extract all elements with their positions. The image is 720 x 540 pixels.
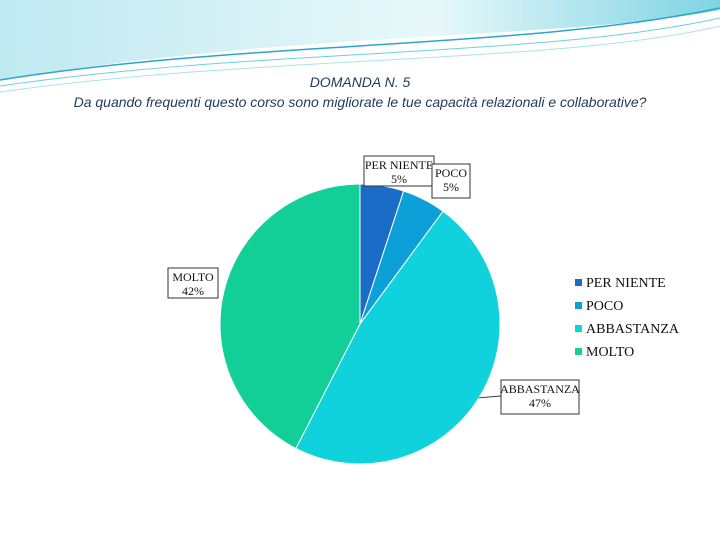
data-label-box-poco (431, 163, 471, 199)
data-label-box-molto (167, 267, 219, 299)
legend-label-per-niente: PER NIENTE (586, 276, 666, 291)
slide-title: DOMANDA N. 5 (309, 74, 411, 90)
slide-question: Da quando frequenti questo corso sono mi… (73, 94, 647, 110)
data-label-value-molto: 42% (182, 284, 204, 298)
legend-swatch-per-niente (575, 279, 582, 286)
pie-slice-abbastanza (295, 210, 501, 465)
legend-label-poco: POCO (586, 299, 623, 314)
data-label-box-abbastanza (500, 379, 580, 415)
data-label-name-abbastanza: ABBASTANZA (500, 382, 580, 396)
data-label-name-poco: POCO (435, 166, 467, 180)
data-label-value-abbastanza: 47% (529, 396, 551, 410)
legend-swatch-abbastanza (575, 325, 582, 332)
data-label-value-poco: 5% (443, 180, 459, 194)
leader-line-abbastanza (478, 395, 502, 399)
data-label-value-per-niente: 5% (391, 172, 407, 186)
legend-swatch-poco (575, 302, 582, 309)
legend-label-abbastanza: ABBASTANZA (586, 322, 680, 337)
header-wave-decoration (0, 0, 720, 93)
legend-label-molto: MOLTO (586, 345, 634, 360)
legend-swatch-molto (575, 348, 582, 355)
data-label-name-molto: MOLTO (172, 270, 214, 284)
data-label-name-per-niente: PER NIENTE (365, 158, 433, 172)
pie-slice-molto (219, 183, 361, 450)
